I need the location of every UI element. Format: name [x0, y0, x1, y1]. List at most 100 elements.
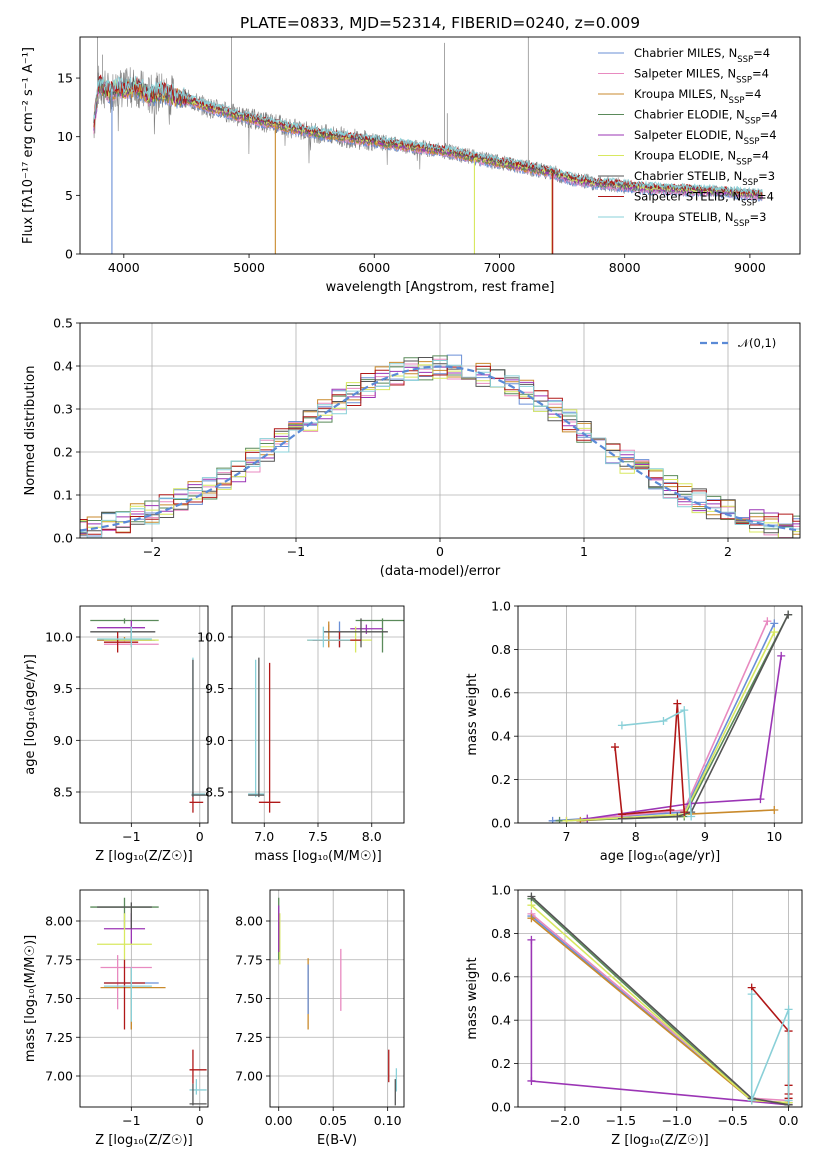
x-axis-label: Z [log₁₀(Z/Z☉)] [95, 1133, 192, 1148]
y-tick-label: 10.0 [45, 630, 73, 645]
x-tick-label: 0 [196, 829, 204, 844]
y-tick-label: 7.50 [235, 991, 263, 1006]
x-axis-label: (data-model)/error [380, 564, 501, 579]
x-axis-label: wavelength [Angstrom, rest frame] [326, 280, 555, 295]
plot-frame [79, 889, 209, 1108]
x-tick-label: −2 [143, 544, 161, 559]
y-tick-label: 8.5 [53, 785, 73, 800]
spectrum-legend: Chabrier MILES, NSSP=4 Salpeter MILES, NS… [598, 46, 778, 229]
y-tick-label: 0.0 [491, 1100, 511, 1115]
legend-entry: Chabrier STELIB, NSSP=3 [634, 169, 775, 188]
y-tick-label: 0.0 [491, 816, 511, 831]
legend-entry: Salpeter STELIB, NSSP=4 [634, 190, 774, 209]
data-point [770, 619, 779, 628]
legend-entry: 𝒩(0,1) [738, 336, 776, 350]
y-tick-label: 8.5 [205, 785, 225, 800]
legend-entry: Kroupa MILES, NSSP=4 [634, 87, 761, 106]
data-point [763, 617, 772, 626]
data-point [659, 717, 668, 726]
age-vs-mass-panel: 7.0 7.5 8.0 8.5 9.0 9.5 10.0 mass [log₁₀(M/M☉)] [197, 605, 405, 864]
data-point [784, 1096, 793, 1105]
plot-frame [79, 605, 209, 824]
y-axis-label: mass weight [465, 673, 480, 755]
y-tick-label: 0.1 [53, 488, 73, 503]
y-tick-label: 7.25 [235, 1030, 263, 1045]
data-point [527, 914, 536, 923]
residual-histogram-3 [80, 361, 800, 536]
x-tick-label: 0.10 [374, 1113, 402, 1128]
x-tick-label: 0 [436, 544, 444, 559]
data-point [527, 892, 536, 901]
x-axis-label: age [log₁₀(age/yr)] [600, 849, 721, 864]
legend-entry: Kroupa STELIB, NSSP=3 [634, 210, 766, 229]
x-axis-label: Z [log₁₀(Z/Z☉)] [95, 849, 192, 864]
x-tick-label: 8000 [609, 260, 641, 275]
weight-age-series-6 [566, 631, 776, 822]
y-tick-label: 7.50 [45, 991, 73, 1006]
data-point [666, 805, 675, 814]
x-tick-label: 10 [766, 829, 782, 844]
y-tick-label: 0.6 [491, 969, 511, 984]
x-tick-label: −1 [287, 544, 305, 559]
data-point [548, 816, 557, 823]
weight-age-series-4 [559, 614, 789, 822]
data-point [784, 610, 793, 619]
figure-title: PLATE=0833, MJD=52314, FIBERID=0240, z=0… [240, 14, 640, 32]
y-tick-label: 9.5 [53, 681, 73, 696]
x-tick-label: 8 [632, 829, 640, 844]
x-tick-label: −2.0 [550, 1113, 580, 1128]
x-tick-label: 7000 [484, 260, 516, 275]
plot-frame [269, 889, 405, 1108]
data-point [770, 628, 779, 637]
weight-Z-series-2 [530, 913, 789, 1102]
weight-Z-series-8 [751, 987, 790, 1099]
mass-vs-Z-panel: −1 0 7.00 7.25 7.50 7.75 8.00 Z [log₁₀(Z/Z☉)] ma… [23, 889, 209, 1148]
weight-age-series-5 [587, 655, 782, 820]
x-tick-label: −1.5 [606, 1113, 636, 1128]
y-tick-label: 10 [57, 129, 73, 144]
y-tick-label: 8.00 [235, 914, 263, 929]
x-axis-label: mass [log₁₀(M/M☉)] [254, 849, 381, 864]
weight-vs-Z-panel: −2.0 −1.5 −1.0 −0.5 0.0 0.0 0.2 0.4 0.6 0.8 1.0 Z [… [465, 883, 803, 1148]
plot-frame [517, 605, 803, 824]
y-tick-label: 8.00 [45, 914, 73, 929]
y-axis-label: age [log₁₀(age/yr)] [23, 654, 38, 775]
data-point [617, 721, 626, 730]
data-point [562, 816, 571, 823]
model-spectrum-9 [93, 75, 763, 194]
y-tick-label: 0.2 [53, 445, 73, 460]
legend-entry: Salpeter ELODIE, NSSP=4 [634, 128, 777, 147]
x-tick-label: 7 [563, 829, 571, 844]
mass-vs-EBV-panel: 0.00 0.05 0.10 7.00 7.25 7.50 7.75 8.00 E(B-V) [235, 889, 405, 1148]
data-point [687, 812, 696, 821]
x-tick-label: −1 [122, 829, 140, 844]
y-tick-label: 0.8 [491, 642, 511, 657]
legend-entry: Chabrier ELODIE, NSSP=4 [634, 108, 778, 127]
data-point [673, 812, 682, 821]
legend-entry: Chabrier MILES, NSSP=4 [634, 46, 770, 65]
x-tick-label: 0 [196, 1113, 204, 1128]
data-point [555, 816, 564, 823]
plot-frame [231, 605, 405, 824]
y-axis-label: Flux [fλ10⁻¹⁷ erg cm⁻² s⁻¹ A⁻¹] [21, 47, 36, 244]
data-point [747, 1096, 756, 1105]
y-tick-label: 5 [65, 188, 73, 203]
y-tick-label: 0.2 [491, 772, 511, 787]
y-axis-label: Normed distribution [23, 366, 38, 496]
y-tick-label: 7.25 [45, 1030, 73, 1045]
y-tick-label: 9.5 [205, 681, 225, 696]
x-tick-label: 8.0 [362, 829, 382, 844]
residuals-panel: −2 −1 0 1 2 0.0 0.1 0.2 0.3 0.4 0.5 (data-model)/er… [23, 316, 801, 579]
age-vs-Z-panel: −1 0 8.5 9.0 9.5 10.0 Z [log₁₀(Z/Z☉)] age [log₁… [23, 605, 209, 864]
x-tick-label: −0.5 [717, 1113, 747, 1128]
plot-frame [79, 322, 801, 539]
data-point [756, 795, 765, 804]
residual-histogram-9 [80, 360, 800, 538]
x-tick-label: 1 [580, 544, 588, 559]
x-tick-label: −1.0 [662, 1113, 692, 1128]
data-point [610, 743, 619, 752]
y-tick-label: 10.0 [197, 630, 225, 645]
y-axis-label: mass weight [465, 957, 480, 1039]
plot-frame [517, 889, 803, 1108]
y-tick-label: 0.4 [491, 1013, 511, 1028]
